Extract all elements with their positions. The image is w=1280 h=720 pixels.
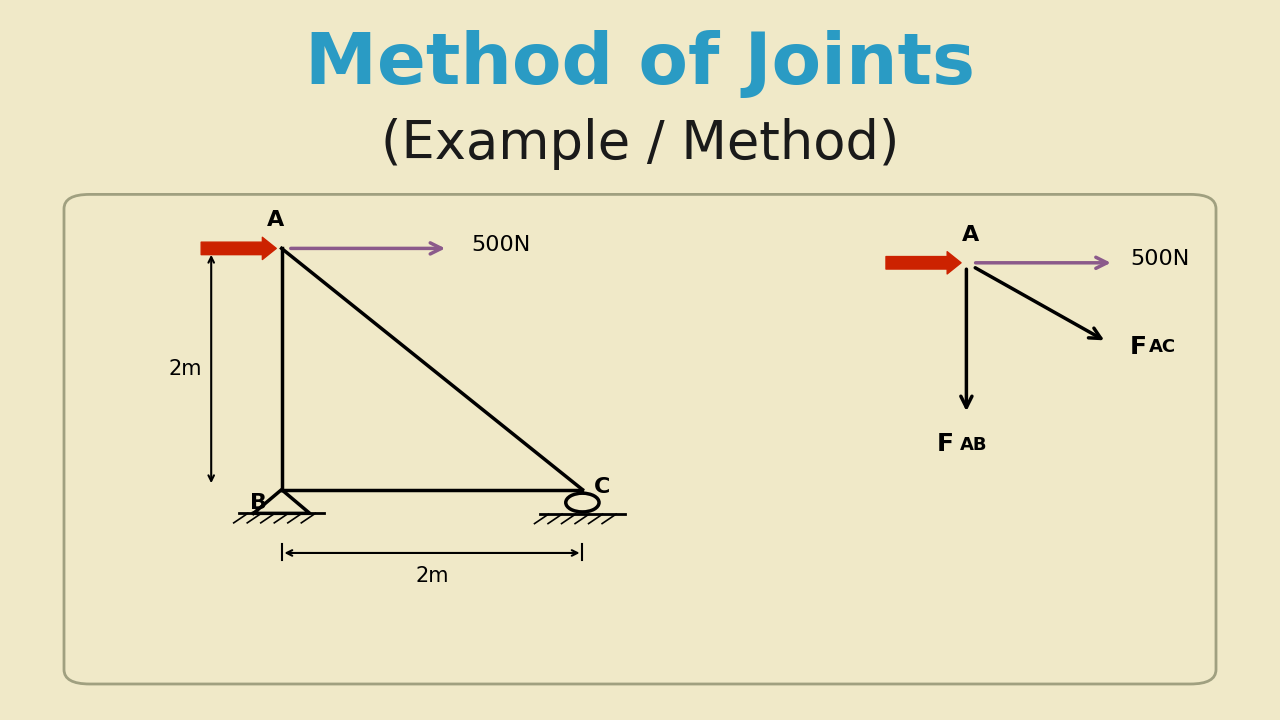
- Text: B: B: [250, 493, 268, 513]
- Text: AB: AB: [960, 436, 987, 454]
- Text: A: A: [266, 210, 284, 230]
- Text: (Example / Method): (Example / Method): [381, 118, 899, 170]
- FancyBboxPatch shape: [64, 194, 1216, 684]
- Text: 2m: 2m: [415, 566, 449, 586]
- Text: F: F: [1130, 335, 1147, 359]
- Text: Method of Joints: Method of Joints: [305, 30, 975, 99]
- Text: AC: AC: [1149, 338, 1176, 356]
- Text: F: F: [937, 432, 954, 456]
- Text: 2m: 2m: [169, 359, 202, 379]
- FancyArrowPatch shape: [201, 238, 276, 259]
- Text: 500N: 500N: [471, 235, 530, 255]
- Text: 500N: 500N: [1130, 249, 1189, 269]
- Text: A: A: [961, 225, 979, 245]
- FancyArrowPatch shape: [886, 252, 961, 274]
- Text: C: C: [594, 477, 609, 497]
